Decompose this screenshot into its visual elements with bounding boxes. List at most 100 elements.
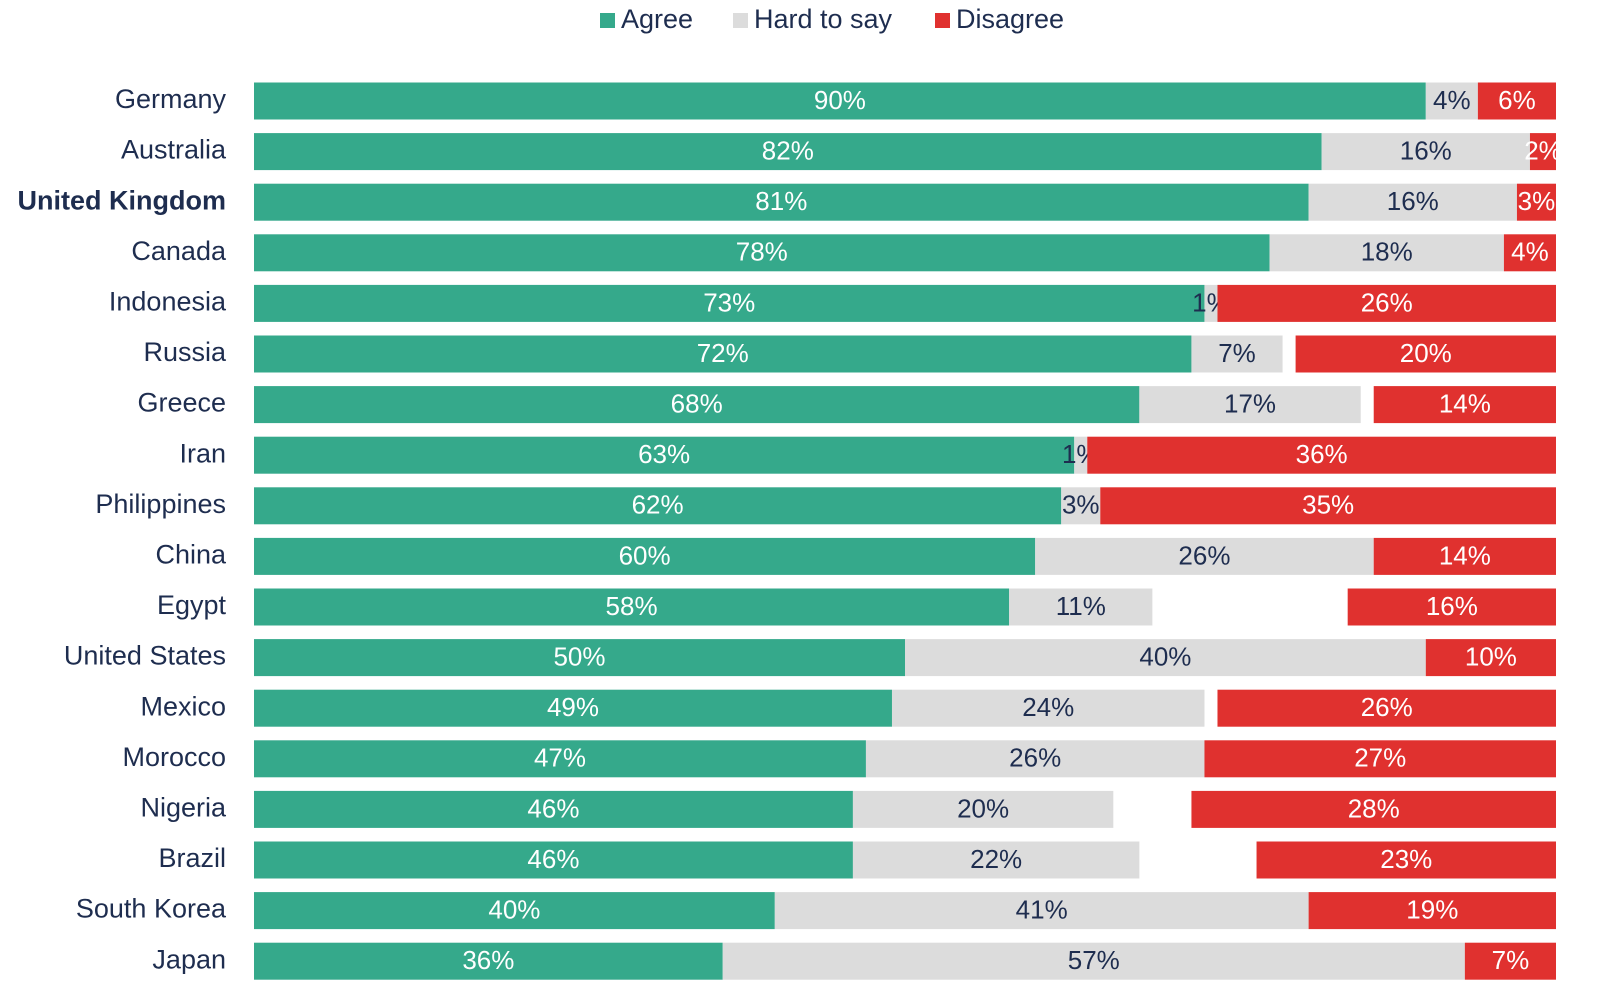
- value-label: 7%: [1218, 338, 1256, 368]
- bar-segment: [1347, 588, 1556, 626]
- value-label: 20%: [1400, 338, 1452, 368]
- bar-segment: [1269, 234, 1504, 272]
- value-label: 4%: [1433, 85, 1471, 115]
- category-label: Morocco: [122, 742, 226, 772]
- value-label: 6%: [1498, 85, 1536, 115]
- value-label: 41%: [1016, 894, 1068, 924]
- bar-segment: [1321, 133, 1530, 171]
- value-label: 7%: [1492, 945, 1530, 975]
- bar-segment: [254, 335, 1192, 373]
- bar-segment: [852, 841, 1140, 879]
- value-label: 90%: [814, 85, 866, 115]
- bar-segment: [254, 537, 1036, 575]
- value-label: 57%: [1068, 945, 1120, 975]
- value-label: 73%: [703, 287, 755, 317]
- bar-segment: [1295, 335, 1556, 373]
- value-label: 58%: [606, 591, 658, 621]
- legend-swatch: [600, 13, 615, 28]
- value-label: 82%: [762, 135, 814, 165]
- bar-segment: [1516, 183, 1556, 221]
- bar-segment: [1503, 234, 1556, 272]
- value-label: 4%: [1511, 237, 1549, 267]
- value-label: 22%: [970, 844, 1022, 874]
- value-label: 60%: [619, 540, 671, 570]
- legend-label: Hard to say: [754, 4, 893, 34]
- value-label: 26%: [1361, 287, 1413, 317]
- category-label: Australia: [121, 135, 227, 165]
- category-label: Canada: [131, 236, 227, 266]
- bar-segment: [1529, 133, 1556, 171]
- bar-segment: [1061, 487, 1101, 525]
- value-label: 19%: [1406, 894, 1458, 924]
- value-label: 24%: [1022, 692, 1074, 722]
- bar-segment: [865, 740, 1205, 778]
- value-label: 26%: [1361, 692, 1413, 722]
- value-label: 3%: [1518, 186, 1556, 216]
- legend-swatch: [733, 13, 748, 28]
- bar-segment: [1191, 790, 1556, 828]
- bar-segment: [1100, 487, 1556, 525]
- value-label: 36%: [1296, 439, 1348, 469]
- bar-segment: [254, 942, 723, 980]
- category-label: United States: [64, 641, 226, 671]
- bar-segment: [254, 82, 1426, 120]
- bar-segment: [891, 689, 1205, 727]
- category-label: South Korea: [76, 894, 227, 924]
- value-label: 28%: [1348, 793, 1400, 823]
- bar-segment: [254, 841, 853, 879]
- value-label: 50%: [553, 641, 605, 671]
- value-label: 40%: [488, 894, 540, 924]
- bar-segment: [1256, 841, 1556, 879]
- value-label: 49%: [547, 692, 599, 722]
- bar-segment: [1217, 689, 1556, 727]
- value-label: 14%: [1439, 540, 1491, 570]
- bar-segment: [254, 386, 1140, 424]
- bar-segment: [254, 436, 1075, 474]
- value-label: 17%: [1224, 388, 1276, 418]
- value-label: 27%: [1354, 743, 1406, 773]
- value-label: 62%: [632, 490, 684, 520]
- bar-segment: [905, 639, 1426, 677]
- category-label: China: [155, 540, 227, 570]
- value-label: 26%: [1178, 540, 1230, 570]
- category-label: Philippines: [95, 489, 226, 519]
- value-label: 47%: [534, 743, 586, 773]
- value-label: 16%: [1387, 186, 1439, 216]
- value-label: 26%: [1009, 743, 1061, 773]
- value-label: 72%: [697, 338, 749, 368]
- category-label: Mexico: [140, 691, 226, 721]
- bar-segment: [1425, 639, 1556, 677]
- value-label: 63%: [638, 439, 690, 469]
- value-label: 23%: [1380, 844, 1432, 874]
- bar-segment: [1087, 436, 1556, 474]
- bar-segment: [1464, 942, 1556, 980]
- category-label: Russia: [143, 337, 227, 367]
- bar-segment: [1074, 436, 1088, 474]
- category-label: Greece: [137, 388, 226, 418]
- value-label: 40%: [1139, 641, 1191, 671]
- category-label: Iran: [179, 438, 226, 468]
- value-label: 46%: [527, 793, 579, 823]
- bar-segment: [1009, 588, 1153, 626]
- bar-segment: [254, 689, 892, 727]
- value-label: 20%: [957, 793, 1009, 823]
- bar-segment: [774, 892, 1309, 930]
- bar-segment: [1477, 82, 1556, 120]
- value-label: 16%: [1426, 591, 1478, 621]
- category-label: Nigeria: [140, 793, 227, 823]
- bar-segment: [1308, 892, 1556, 930]
- legend-label: Agree: [621, 4, 693, 34]
- bar-segment: [1373, 386, 1556, 424]
- bar-segment: [1035, 537, 1374, 575]
- value-label: 3%: [1062, 490, 1100, 520]
- bar-segment: [1191, 335, 1283, 373]
- category-label: Indonesia: [109, 287, 227, 317]
- bar-segment: [1308, 183, 1517, 221]
- value-label: 78%: [736, 237, 788, 267]
- bar-segment: [254, 487, 1062, 525]
- value-label: 35%: [1302, 490, 1354, 520]
- bar-segment: [254, 639, 905, 677]
- bar-segment: [1204, 740, 1556, 778]
- category-label: Egypt: [157, 590, 227, 620]
